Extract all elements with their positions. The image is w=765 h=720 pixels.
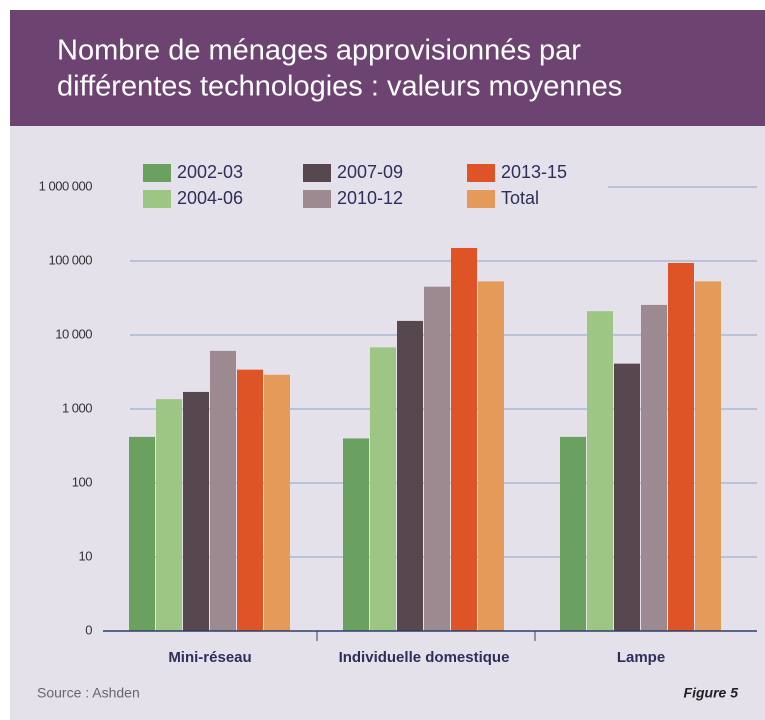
legend-label: 2004-06 <box>177 188 243 208</box>
bar <box>587 311 613 631</box>
legend-swatch <box>303 190 331 208</box>
y-tick-label: 0 <box>85 622 92 637</box>
bar <box>614 363 640 631</box>
y-tick-label: 10 000 <box>55 326 92 341</box>
legend-label: 2007-09 <box>337 162 403 182</box>
legend-label: 2010-12 <box>337 188 403 208</box>
y-tick-label: 1 000 000 <box>39 178 93 193</box>
chart-title: différentes technologies : valeurs moyen… <box>57 71 622 103</box>
y-tick-label: 100 000 <box>49 252 93 267</box>
bar <box>478 281 504 631</box>
x-tick-label: Lampe <box>617 649 665 666</box>
bar <box>183 391 209 631</box>
y-tick-label: 10 <box>79 548 93 563</box>
bar <box>237 369 263 631</box>
bar <box>397 320 423 631</box>
legend-label: 2013-15 <box>501 162 567 182</box>
legend-swatch <box>143 190 171 208</box>
bar <box>641 304 667 631</box>
bar <box>264 374 290 631</box>
y-tick-label: 100 <box>72 474 92 489</box>
x-tick-label: Individuelle domestique <box>339 649 510 666</box>
legend-label: Total <box>501 188 539 208</box>
bar <box>451 247 477 632</box>
legend-swatch <box>467 190 495 208</box>
legend-swatch <box>143 164 171 182</box>
figure-label: Figure 5 <box>684 685 739 701</box>
legend-swatch <box>467 164 495 182</box>
legend-label: 2002-03 <box>177 162 243 182</box>
chart-title: Nombre de ménages approvisionnés par <box>57 35 581 67</box>
bar <box>370 347 396 631</box>
legend-swatch <box>303 164 331 182</box>
bar <box>668 262 694 631</box>
legend-bg <box>130 158 608 214</box>
bar <box>156 399 182 631</box>
bar <box>343 438 369 631</box>
bar <box>210 350 236 631</box>
bar <box>695 281 721 631</box>
bar <box>424 286 450 631</box>
header-bg <box>10 10 765 126</box>
source: Source : Ashden <box>37 685 140 701</box>
x-tick-label: Mini-réseau <box>168 649 251 666</box>
y-tick-label: 1 000 <box>62 400 92 415</box>
bar <box>129 436 155 631</box>
bar <box>560 436 586 631</box>
